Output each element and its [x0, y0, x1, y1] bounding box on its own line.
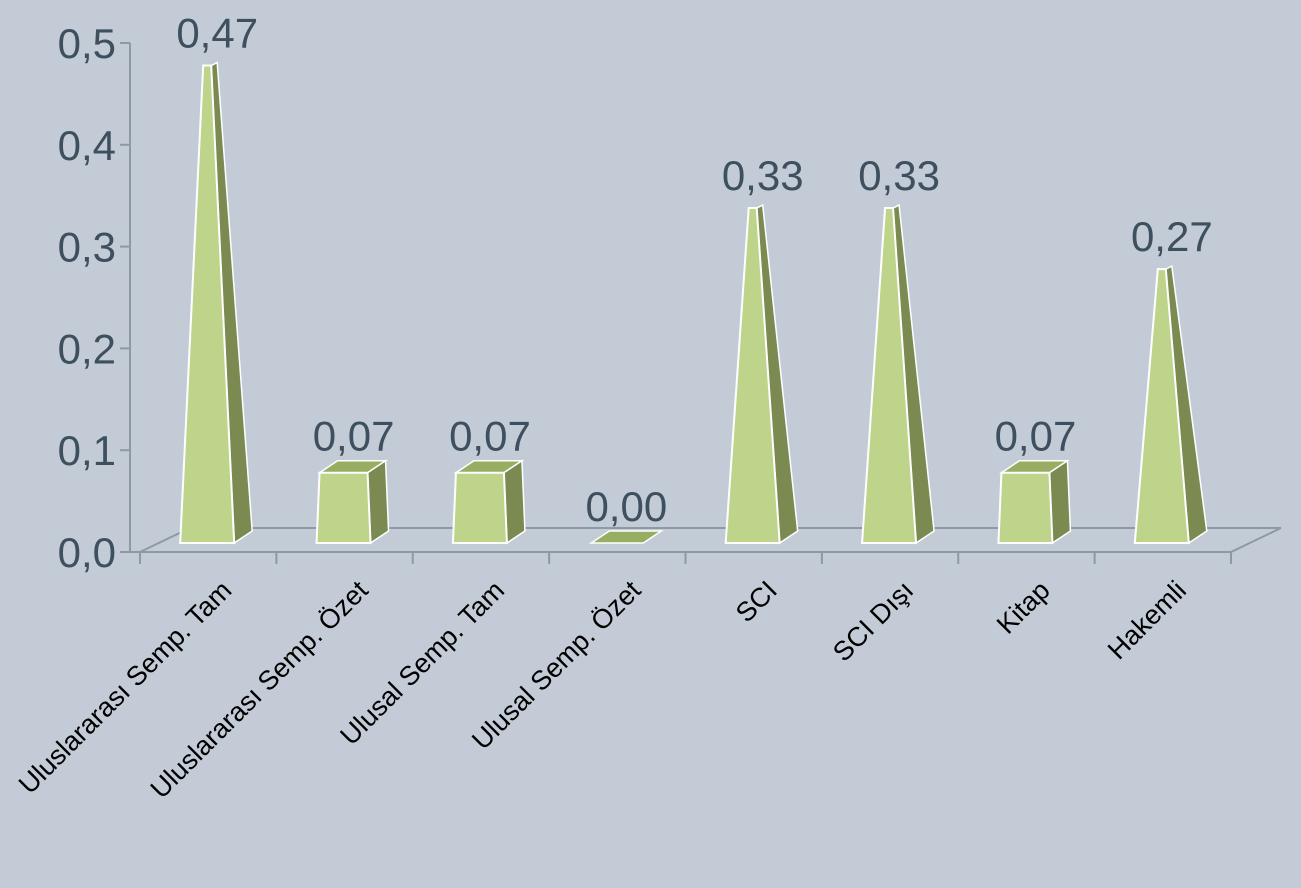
y-tick-label: 0,1: [58, 427, 116, 474]
category-label: Hakemli: [1102, 575, 1192, 665]
bar: [860, 203, 935, 545]
bars: [179, 61, 1208, 545]
data-label: 0,07: [995, 413, 1077, 460]
data-label: 0,47: [176, 10, 258, 57]
y-tick-label: 0,3: [58, 224, 116, 271]
category-label: Uluslararası Semp. Özet: [145, 575, 375, 805]
bar: [588, 530, 664, 544]
bar: [315, 459, 390, 545]
data-label: 0,00: [585, 483, 667, 530]
data-label: 0,27: [1131, 213, 1213, 260]
category-label: Kitap: [991, 575, 1056, 640]
floor-plane: [139, 527, 1282, 553]
data-label: 0,33: [722, 152, 804, 199]
bar-front-face: [860, 207, 918, 544]
bar-front-face: [997, 471, 1054, 544]
y-tick-label: 0,0: [58, 529, 116, 576]
data-label: 0,07: [449, 413, 531, 460]
data-labels: 0,47 0,07 0,07 0,00 0,33 0,33 0,07 0,27: [176, 10, 1212, 530]
bar-top-face: [588, 530, 664, 544]
bar: [724, 203, 799, 545]
bar-front-face: [315, 471, 372, 544]
y-tick-label: 0,4: [58, 122, 116, 169]
chart-floor: [139, 527, 1282, 553]
y-tick-label: 0,5: [58, 20, 116, 67]
bar: [179, 61, 253, 545]
y-tick-label: 0,2: [58, 325, 116, 372]
category-label: SCI: [730, 575, 783, 628]
bar: [1133, 264, 1208, 545]
bar: [997, 459, 1072, 545]
bar: [451, 459, 526, 545]
bar-front-face: [451, 471, 508, 544]
data-label: 0,07: [313, 413, 395, 460]
category-label: SCI Dışı: [827, 575, 919, 667]
bar-front-face: [179, 64, 236, 544]
y-axis: 0,0 0,1 0,2 0,3 0,4 0,5: [58, 20, 1232, 576]
bar-front-face: [1133, 268, 1190, 544]
bar-front-face: [724, 207, 781, 544]
data-label: 0,33: [858, 152, 940, 199]
